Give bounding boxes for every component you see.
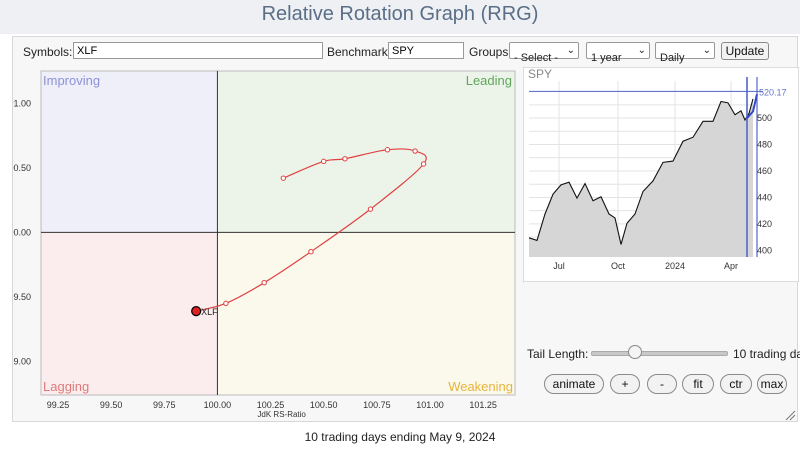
quadrant-label-lagging: Lagging (43, 379, 89, 394)
footer-caption: 10 trading days ending May 9, 2024 (304, 430, 496, 444)
symbols-label: Symbols: (23, 45, 73, 59)
mini-y-tick-label: 440 (757, 192, 772, 202)
zoom-out-button[interactable]: - (647, 374, 677, 394)
x-tick-label: 100.00 (204, 400, 232, 410)
center-button[interactable]: ctr (720, 374, 752, 394)
x-tick-label: 101.25 (469, 400, 497, 410)
price-area (529, 98, 753, 258)
x-tick-label: 100.25 (257, 400, 285, 410)
x-tick-label: 99.75 (153, 400, 176, 410)
chevron-down-icon: ⌄ (702, 45, 711, 56)
chevron-down-icon: ⌄ (637, 45, 646, 56)
tail-point (261, 279, 267, 286)
interval-select[interactable]: Daily ⌄ (655, 42, 715, 64)
groups-select[interactable]: - Select - ⌄ (509, 42, 579, 64)
tail-length-slider-track[interactable] (591, 351, 728, 356)
tail-point (320, 158, 327, 165)
page-title: Relative Rotation Graph (RRG) (0, 0, 800, 34)
y-tick-label: 99.00 (13, 356, 31, 366)
symbols-input[interactable] (73, 42, 323, 59)
x-tick-label: 99.25 (47, 400, 70, 410)
tail-point (412, 148, 418, 154)
tail-point (308, 249, 314, 255)
last-value-label: 520.17 (759, 87, 787, 97)
tail-point (420, 161, 427, 167)
quadrant-lagging-area (41, 232, 218, 395)
tail-head-point (191, 305, 202, 317)
resize-grip-icon[interactable] (784, 409, 796, 421)
tail-window-price-line (746, 94, 758, 119)
mini-x-tick-label: Apr (724, 261, 738, 271)
mini-y-tick-label: 500 (757, 113, 772, 123)
tail-point (367, 206, 374, 212)
quadrant-leading-area (217, 71, 516, 233)
quadrant-weakening-area (217, 232, 516, 395)
groups-selected-value: - Select - (514, 52, 559, 64)
x-tick-label: 101.00 (416, 400, 444, 410)
mini-y-tick-label: 420 (757, 219, 772, 229)
tail-length-slider-handle[interactable] (628, 345, 643, 359)
quadrant-label-weakening: Weakening (448, 379, 513, 394)
mini-y-tick-label: 460 (757, 166, 772, 176)
quadrant-label-improving: Improving (43, 73, 100, 88)
y-tick-label: 101.00 (13, 98, 31, 108)
tail-point (384, 147, 391, 153)
max-button[interactable]: max (757, 374, 787, 394)
y-tick-label: 100.50 (13, 163, 31, 173)
x-axis-label: JdK RS-Ratio (257, 410, 306, 419)
groups-label: Groups: (469, 45, 512, 59)
period-select[interactable]: 1 year ⌄ (586, 42, 650, 64)
x-tick-label: 99.50 (100, 400, 123, 410)
period-selected-value: 1 year (591, 52, 622, 64)
chevron-down-icon: ⌄ (566, 45, 575, 56)
tail-length-label: Tail Length: (527, 347, 589, 361)
mini-x-tick-label: Oct (611, 261, 626, 271)
price-line (528, 98, 754, 245)
quadrant-label-leading: Leading (466, 73, 512, 88)
rrg-chart[interactable]: Improving Leading Lagging Weakening 99.25 99.… (13, 65, 533, 425)
plot-frame (40, 70, 516, 396)
tail-length-value: 10 trading days (733, 347, 800, 361)
benchmark-input[interactable] (388, 42, 464, 59)
zoom-in-button[interactable]: + (610, 374, 640, 394)
tail-point (280, 175, 287, 181)
y-tick-label: 100.00 (13, 227, 31, 237)
toolbar: Symbols: Benchmark: Groups: - Select - ⌄… (13, 37, 797, 65)
tail-point (342, 156, 348, 162)
benchmark-label: Benchmark: (327, 45, 392, 59)
spy-price-chart[interactable]: SPY 520.17 500 480 460 440 420 400 Jul Oct 2024 Apr (523, 67, 799, 282)
y-tick-label: 99.50 (13, 292, 31, 302)
rrg-panel: Symbols: Benchmark: Groups: - Select - ⌄… (12, 36, 800, 425)
animate-button[interactable]: animate (544, 374, 604, 394)
mini-x-tick-label: Jul (553, 261, 565, 271)
fit-button[interactable]: fit (682, 374, 714, 394)
x-tick-label: 100.50 (310, 400, 338, 410)
interval-selected-value: Daily (660, 52, 685, 64)
quadrant-improving-area (41, 71, 218, 233)
update-button[interactable]: Update (721, 42, 769, 60)
tail-point (223, 300, 229, 307)
series-label: XLF (201, 307, 218, 317)
x-tick-label: 100.75 (363, 400, 391, 410)
mini-y-tick-label: 400 (757, 245, 772, 255)
mini-chart-symbol: SPY (528, 67, 552, 81)
mini-y-tick-label: 480 (757, 140, 772, 150)
mini-x-tick-label: 2024 (665, 261, 685, 271)
